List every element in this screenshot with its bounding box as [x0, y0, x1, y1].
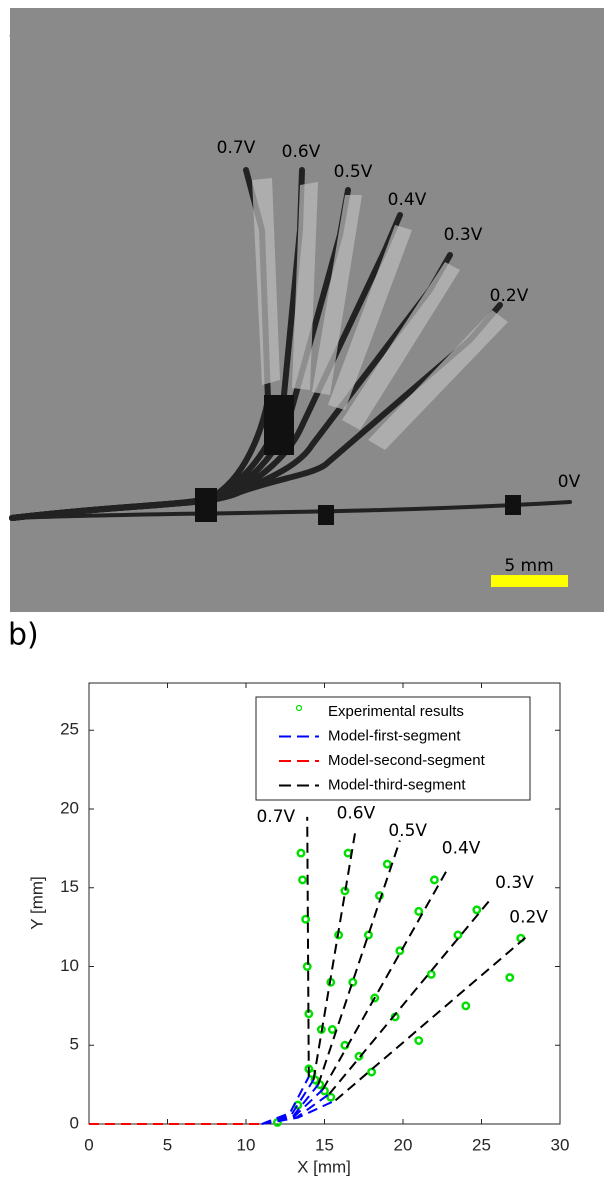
annotation: 0.2V: [509, 908, 548, 928]
legend-label: Experimental results: [328, 703, 464, 720]
model-line: [306, 816, 530, 1102]
voltage-label: 0.2V: [490, 286, 529, 306]
y-tick-label: 5: [70, 1035, 79, 1054]
voltage-label: 0.7V: [217, 138, 256, 158]
legend-box: [255, 696, 531, 801]
data-point: [472, 905, 482, 915]
data-point: [370, 993, 380, 1003]
scale-bar: [491, 575, 568, 587]
voltage-label: 0.6V: [282, 142, 321, 162]
x-tick-label: 25: [472, 1135, 491, 1154]
data-point: [414, 1036, 424, 1045]
panel-label: b): [8, 618, 39, 653]
voltage-label: 0.5V: [334, 162, 373, 182]
data-point: [505, 973, 515, 982]
model-line: [261, 1076, 336, 1125]
x-tick-label: 20: [394, 1135, 413, 1154]
data-point: [395, 946, 405, 956]
x-tick-label: 10: [237, 1135, 256, 1154]
legend-label: Model-first-segment: [328, 727, 461, 744]
data-point: [429, 875, 439, 885]
y-tick-label: 10: [60, 956, 79, 975]
y-tick-label: 25: [60, 720, 79, 739]
x-tick-label: 5: [163, 1135, 172, 1154]
legend-swatch: [295, 704, 303, 712]
data-point: [461, 1001, 471, 1011]
data-point: [414, 906, 424, 916]
voltage-label: 0V: [558, 472, 581, 492]
annotation: 0.7V: [256, 807, 295, 827]
data-point: [326, 1092, 336, 1102]
data-point: [298, 875, 307, 885]
data-point: [453, 930, 463, 940]
data-point: [301, 914, 311, 924]
data-point: [310, 1075, 320, 1085]
data-point: [367, 1067, 377, 1077]
x-tick-label: 0: [84, 1135, 93, 1154]
annotation: 0.5V: [388, 821, 427, 841]
voltage-label: 0.4V: [388, 190, 427, 210]
data-point: [296, 848, 306, 858]
data-point: [426, 969, 436, 979]
annotation: 0.3V: [495, 873, 534, 893]
y-tick-label: 0: [70, 1113, 79, 1132]
data-point: [316, 1025, 326, 1034]
legend-label: Model-second-segment: [328, 752, 486, 769]
y-axis-label: Y [mm]: [27, 876, 46, 930]
x-axis-label: X [mm]: [297, 1157, 351, 1176]
legend-label: Model-third-segment: [328, 776, 466, 793]
annotation: 0.6V: [337, 804, 376, 824]
x-tick-label: 15: [315, 1135, 334, 1154]
data-point: [327, 1025, 337, 1034]
y-tick-label: 15: [60, 877, 79, 896]
data-point: [354, 1051, 364, 1061]
voltage-label: 0.3V: [444, 225, 483, 245]
data-point: [382, 859, 392, 869]
scale-bar-label: 5 mm: [504, 556, 553, 576]
data-point: [348, 977, 358, 987]
clamps: [195, 395, 521, 525]
actuator-film: [252, 178, 508, 450]
y-tick-label: 20: [60, 798, 79, 817]
annotation: 0.4V: [442, 838, 481, 858]
x-tick-label: 30: [551, 1135, 570, 1154]
